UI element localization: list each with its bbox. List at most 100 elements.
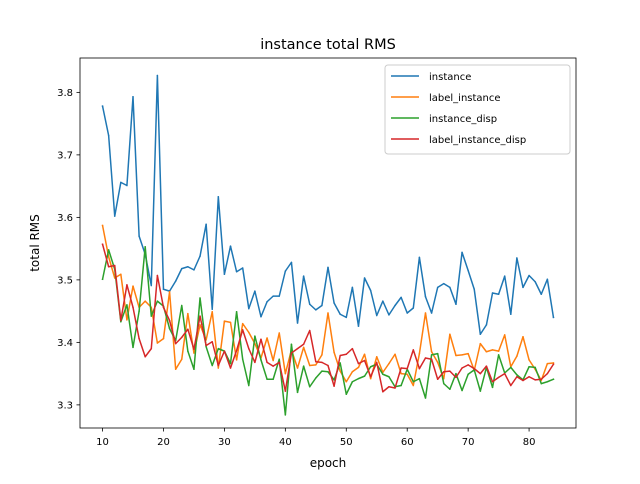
data-point-instance	[229, 245, 232, 247]
data-point-instance	[321, 304, 323, 307]
data-point-instance-disp	[205, 346, 207, 348]
data-point-instance-disp	[388, 376, 390, 378]
data-point-instance-disp	[516, 374, 518, 376]
data-point-label-instance	[394, 353, 396, 355]
data-point-instance	[199, 255, 201, 257]
data-point-label-instance-disp	[376, 361, 378, 364]
data-point-label-instance	[424, 312, 427, 314]
data-point-instance-disp	[126, 304, 128, 306]
data-point-label-instance	[211, 311, 213, 313]
data-point-instance-disp	[540, 382, 543, 385]
data-point-label-instance	[430, 351, 433, 353]
data-point-instance-disp	[254, 335, 256, 337]
data-point-instance	[497, 293, 500, 295]
data-point-label-instance-disp	[126, 284, 128, 286]
data-point-instance	[503, 275, 506, 277]
data-point-instance	[339, 313, 341, 315]
data-point-label-instance-disp	[272, 365, 274, 367]
data-point-label-instance-disp	[430, 358, 433, 360]
data-point-label-instance-disp	[278, 361, 280, 364]
data-point-instance-disp	[296, 391, 299, 394]
data-point-label-instance-disp	[211, 341, 213, 343]
data-point-label-instance-disp	[132, 306, 134, 309]
data-point-instance	[412, 307, 415, 309]
data-point-instance	[424, 296, 427, 298]
y-tick-label: 3.7	[57, 150, 73, 161]
data-point-label-instance	[308, 364, 311, 367]
data-point-label-instance-disp	[113, 264, 116, 267]
data-point-label-instance-disp	[290, 352, 293, 354]
data-point-label-instance	[266, 337, 268, 339]
data-point-instance-disp	[333, 379, 335, 381]
data-point-label-instance	[528, 359, 530, 361]
data-point-instance	[241, 267, 244, 269]
data-point-label-instance-disp	[168, 319, 171, 322]
data-point-instance-disp	[357, 377, 360, 380]
data-point-instance-disp	[400, 384, 402, 387]
data-point-label-instance-disp	[443, 371, 445, 373]
data-point-label-instance-disp	[174, 342, 177, 345]
data-point-instance	[181, 267, 183, 270]
data-point-instance	[272, 295, 274, 297]
data-point-label-instance	[284, 372, 287, 375]
y-tick-label: 3.4	[57, 338, 73, 349]
data-point-label-instance-disp	[339, 354, 341, 357]
data-point-label-instance	[248, 331, 250, 334]
data-point-label-instance-disp	[345, 353, 348, 355]
x-axis-ticks: 10 20 30 40 50 60 70 80	[96, 428, 535, 448]
data-point-instance	[278, 295, 280, 297]
data-point-instance	[491, 292, 494, 294]
data-point-label-instance-disp	[363, 359, 366, 362]
data-point-label-instance-disp	[436, 378, 439, 380]
data-point-label-instance-disp	[394, 387, 396, 389]
data-point-instance	[479, 333, 482, 335]
data-point-label-instance	[272, 359, 274, 362]
data-point-instance	[120, 181, 122, 184]
data-point-instance-disp	[528, 366, 530, 368]
data-point-instance	[552, 316, 555, 319]
data-point-instance-disp	[266, 378, 268, 380]
data-point-label-instance	[107, 256, 110, 258]
data-point-label-instance	[376, 356, 378, 358]
legend-box	[384, 64, 571, 155]
data-point-instance-disp	[430, 354, 433, 356]
data-point-instance-disp	[211, 364, 213, 367]
legend-item-instance: instance	[391, 72, 471, 83]
data-point-label-instance	[315, 364, 317, 366]
data-point-label-instance	[479, 342, 482, 345]
data-point-label-instance-disp	[162, 306, 165, 309]
data-point-label-instance-disp	[485, 365, 488, 367]
x-tick-label: 30	[218, 437, 231, 448]
legend: instance label_instance instance_displabel…	[384, 64, 571, 155]
data-point-instance-disp	[467, 373, 469, 375]
data-point-instance	[101, 105, 104, 107]
data-point-label-instance-disp	[235, 349, 238, 352]
y-tick-label: 3.3	[57, 400, 73, 411]
data-point-instance	[510, 313, 512, 315]
x-tick-label: 20	[157, 437, 170, 448]
x-axis-label: epoch	[310, 456, 347, 470]
data-point-label-instance-disp	[302, 343, 305, 345]
data-point-label-instance-disp	[199, 315, 201, 317]
data-point-instance-disp	[461, 389, 463, 392]
data-point-instance-disp	[132, 346, 134, 349]
data-point-instance-disp	[321, 370, 323, 372]
data-point-label-instance-disp	[351, 347, 354, 350]
x-tick-label: 60	[401, 437, 414, 448]
data-point-label-instance	[235, 359, 238, 361]
data-point-label-instance	[181, 358, 183, 360]
series-label-instance-disp	[101, 243, 555, 393]
data-point-label-instance-disp	[107, 266, 110, 268]
data-point-instance-disp	[424, 397, 427, 399]
data-point-instance-disp	[436, 352, 439, 355]
data-point-label-instance-disp	[181, 336, 183, 339]
data-point-instance	[284, 270, 287, 272]
data-point-label-instance-disp	[205, 344, 207, 347]
data-point-instance-disp	[351, 381, 354, 383]
data-point-instance	[296, 322, 299, 324]
data-point-label-instance-disp	[528, 376, 530, 378]
data-point-label-instance	[241, 322, 244, 325]
data-point-label-instance	[296, 367, 299, 369]
data-point-instance-disp	[168, 327, 171, 330]
series-layer	[101, 74, 555, 416]
